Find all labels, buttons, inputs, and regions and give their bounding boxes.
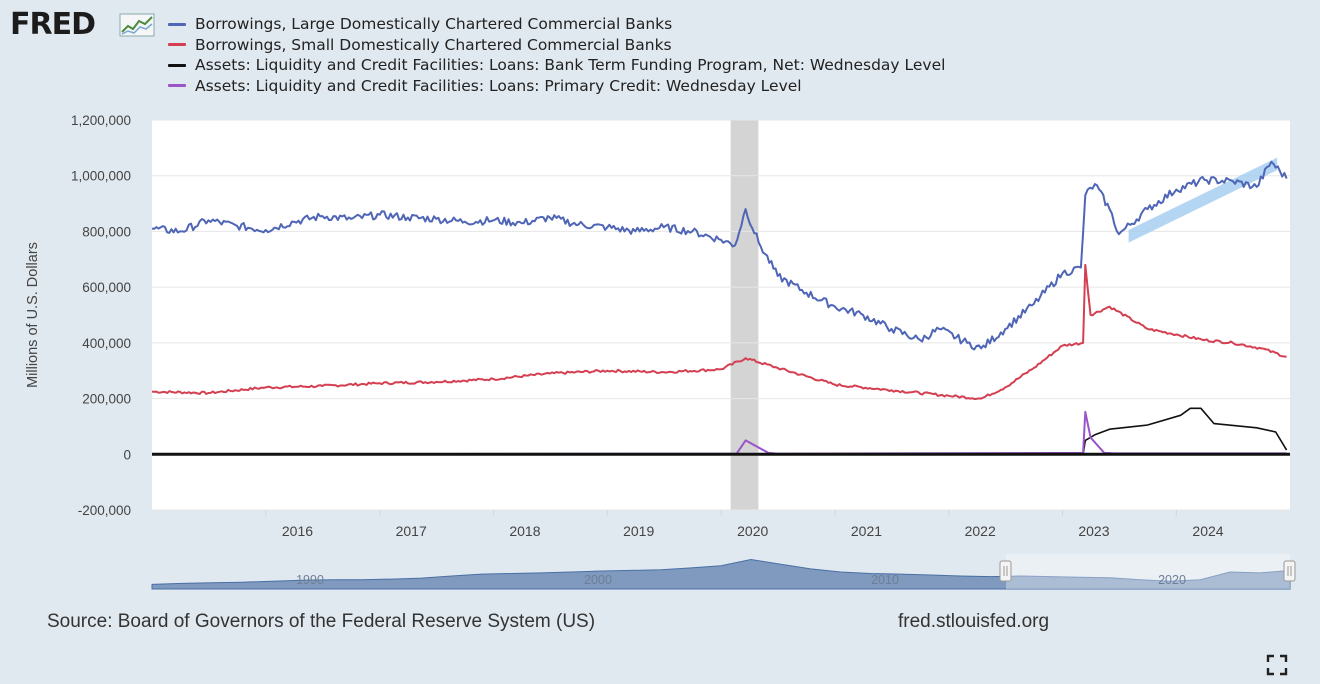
y-tick-label: 400,000: [82, 336, 131, 351]
legend-swatch: [168, 63, 186, 67]
legend-item-btfp[interactable]: Assets: Liquidity and Credit Facilities:…: [168, 55, 945, 76]
series-lines: [151, 160, 1290, 456]
navigator-year-label: 2000: [584, 573, 612, 587]
y-tick-label: 0: [123, 447, 131, 462]
y-tick-label: 200,000: [82, 392, 131, 407]
x-tick-label: 2024: [1192, 523, 1223, 539]
site-link[interactable]: fred.stlouisfed.org: [898, 611, 1050, 632]
x-tick-label: 2021: [851, 523, 882, 539]
legend-item-primary-credit[interactable]: Assets: Liquidity and Credit Facilities:…: [168, 76, 945, 97]
range-navigator[interactable]: 1990 2000 2010 2020: [151, 554, 1296, 590]
chart-canvas[interactable]: -200,000 0 200,000 400,000 600,000 800,000 1,0…: [0, 0, 1320, 600]
legend-swatch: [168, 43, 186, 47]
navigator-handle-right[interactable]: [1283, 560, 1296, 582]
fred-chart-logo-icon: [119, 13, 155, 37]
navigator-year-label: 2020: [1158, 573, 1186, 587]
navigator-year-label: 1990: [296, 573, 324, 587]
legend-label: Assets: Liquidity and Credit Facilities:…: [195, 56, 946, 75]
x-axis-ticks: 2016 2017 2018 2019 2020 2021 2022 2023 2024: [265, 510, 1224, 539]
y-tick-label: 600,000: [82, 280, 131, 295]
series-line: [151, 160, 1288, 351]
x-tick-label: 2020: [737, 523, 768, 539]
plot-area: [152, 120, 1290, 510]
series-line: [151, 263, 1287, 401]
navigator-labels: 1990 2000 2010 2020: [296, 573, 1186, 587]
y-axis-ticks: -200,000 0 200,000 400,000 600,000 800,000 1,0…: [71, 113, 131, 518]
legend-swatch: [168, 22, 186, 26]
fullscreen-icon[interactable]: [1266, 654, 1288, 676]
x-tick-label: 2019: [623, 523, 654, 539]
legend-label: Borrowings, Large Domestically Chartered…: [195, 15, 673, 34]
legend-label: Assets: Liquidity and Credit Facilities:…: [195, 76, 802, 95]
navigator-year-label: 2010: [871, 573, 899, 587]
y-tick-label: 1,200,000: [71, 113, 131, 128]
trend-highlight-band: [1128, 157, 1278, 243]
chart-legend: Borrowings, Large Domestically Chartered…: [168, 14, 945, 96]
legend-item-large-banks[interactable]: Borrowings, Large Domestically Chartered…: [168, 14, 945, 35]
legend-item-small-banks[interactable]: Borrowings, Small Domestically Chartered…: [168, 35, 945, 56]
navigator-handle-left[interactable]: [999, 560, 1012, 582]
navigator-selection[interactable]: [1006, 554, 1290, 589]
y-axis-label: Millions of U.S. Dollars: [25, 242, 41, 388]
navigator-area: [151, 558, 1291, 590]
x-tick-label: 2018: [509, 523, 540, 539]
fred-logo: FRED: [10, 7, 96, 42]
y-tick-label: -200,000: [78, 503, 131, 518]
series-line: [152, 407, 1288, 456]
x-tick-label: 2023: [1078, 523, 1109, 539]
legend-label: Borrowings, Small Domestically Chartered…: [195, 35, 672, 54]
x-tick-label: 2017: [396, 523, 427, 539]
x-tick-label: 2016: [282, 523, 313, 539]
x-tick-label: 2022: [965, 523, 996, 539]
legend-swatch: [168, 84, 186, 88]
y-tick-label: 1,000,000: [71, 169, 131, 184]
recession-shading: [730, 120, 759, 510]
source-note: Source: Board of Governors of the Federa…: [47, 611, 596, 632]
y-tick-label: 800,000: [82, 224, 131, 239]
